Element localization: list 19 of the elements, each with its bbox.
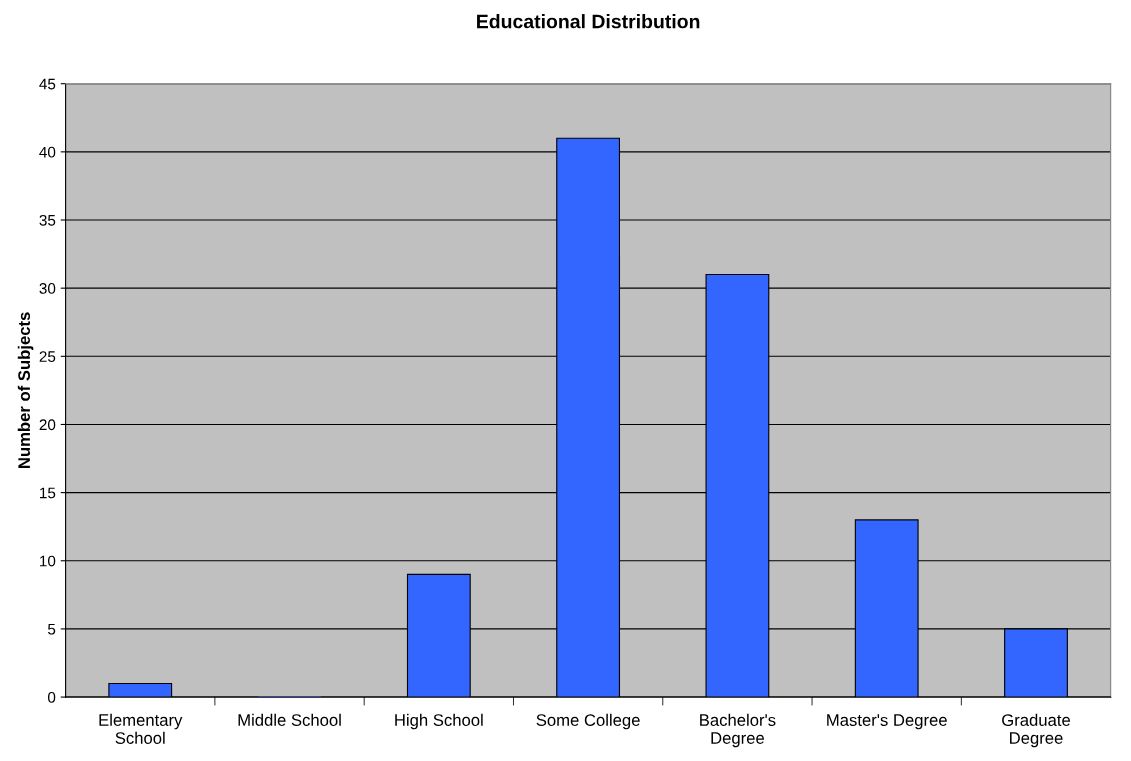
y-tick-label: 5 [47, 623, 56, 635]
y-tick-label: 30 [39, 283, 56, 294]
y-tick-label: 35 [39, 214, 56, 226]
x-tick-label: Bachelor's Degree [700, 713, 776, 748]
x-tick-label: Graduate Degree [1002, 713, 1070, 748]
y-tick-label: 40 [39, 146, 56, 158]
chart-title: Educational Distribution [477, 14, 700, 29]
y-tick-label: 0 [47, 691, 56, 703]
y-tick-label: 45 [39, 78, 56, 90]
y-tick-label: 20 [39, 419, 56, 431]
y-tick-label: 10 [40, 555, 56, 567]
x-tick-label: Elementary School [99, 713, 183, 744]
x-tick-label: High School [395, 713, 483, 730]
x-tick-label: Middle School [238, 713, 341, 726]
y-axis-title: Number of Subjects [17, 312, 34, 468]
y-tick-label: 15 [40, 487, 56, 499]
x-tick-label: Some College [536, 713, 640, 730]
x-tick-label: Master's Degree [827, 714, 947, 730]
y-tick-label: 25 [39, 351, 56, 362]
